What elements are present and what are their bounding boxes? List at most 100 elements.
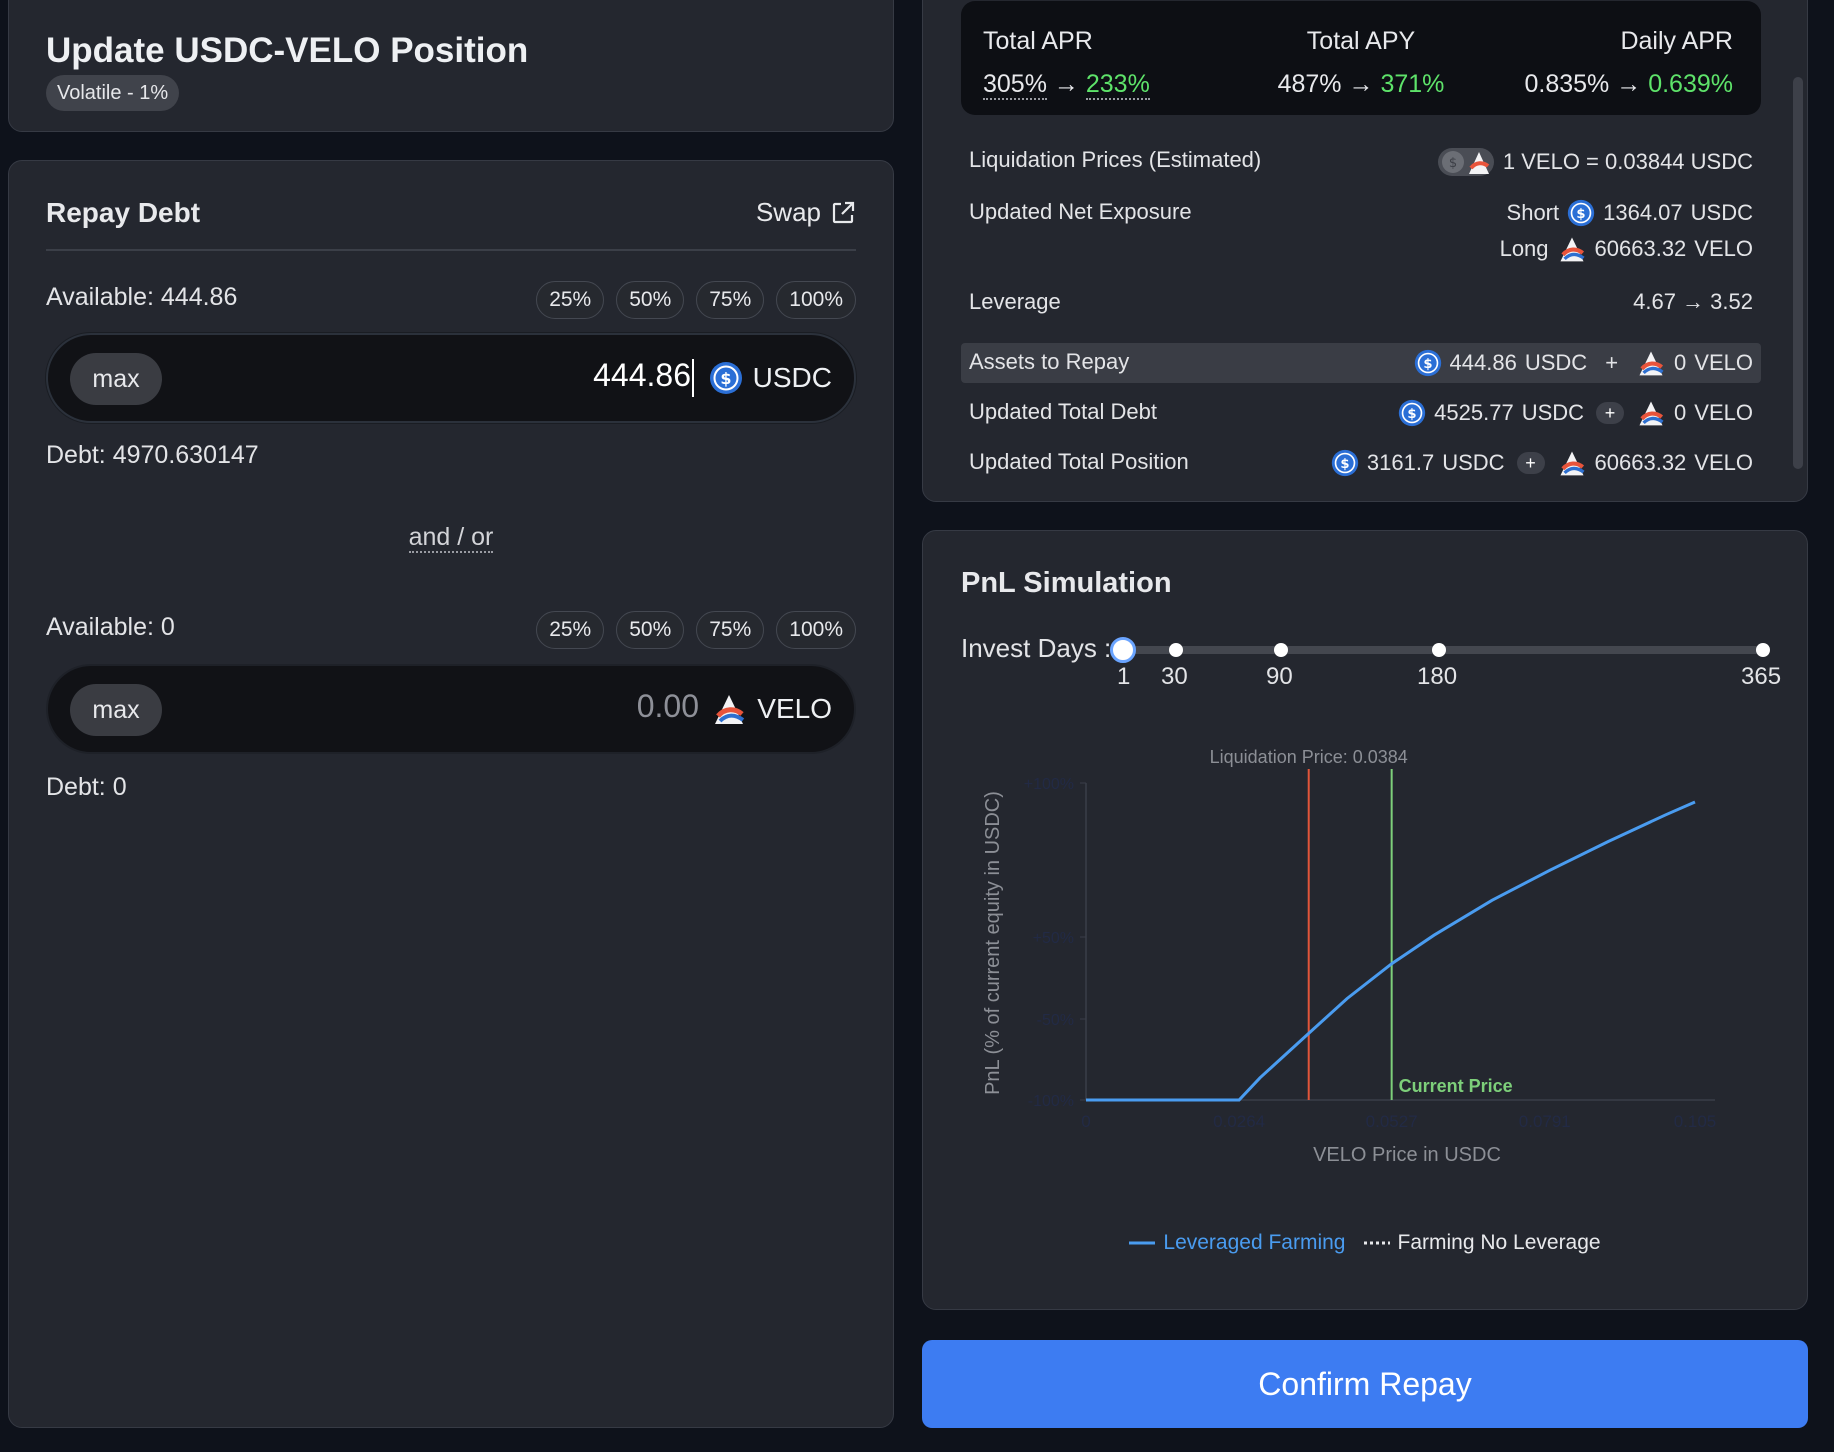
debt-usdc-amount: 4525.77 <box>1434 400 1514 425</box>
svg-text:$: $ <box>1340 457 1349 472</box>
slider-mark-90[interactable] <box>1274 643 1288 657</box>
long-value: 60663.32 <box>1594 236 1687 261</box>
x-axis-label: VELO Price in USDC <box>1313 1144 1501 1166</box>
velo-amount-input[interactable]: 0.00 <box>636 688 699 724</box>
swap-label: Swap <box>755 197 821 227</box>
leverage-value: 4.67 → 3.52 <box>1633 289 1753 314</box>
plus-icon: + <box>1605 350 1619 375</box>
usdc-max-button[interactable]: max <box>70 353 162 405</box>
x-tick-label: 0.0527 <box>1366 1112 1418 1131</box>
total-apr-from: 305% <box>983 70 1047 100</box>
total-apy-label: Total APY <box>1306 27 1416 55</box>
svg-text:$: $ <box>1577 207 1586 222</box>
velo-token-icon <box>1639 401 1664 426</box>
usdc-amount-value: 444.86 <box>593 357 691 393</box>
slider-mark-30[interactable] <box>1169 643 1183 657</box>
pnl-chart: -100% -50% +50% +100% 0 0.0264 0.0527 0.0791 0.1… <box>982 747 1716 1166</box>
total-debt-row: Updated Total Debt $ 4525.77 USDC + 0 VE… <box>961 393 1761 431</box>
position-header-card: Update USDC-VELO Position Volatile - 1% <box>8 0 894 132</box>
x-tick-label: 0 <box>1081 1112 1090 1131</box>
total-apr-label: Total APR <box>983 27 1093 55</box>
velo-token-icon <box>1639 351 1664 376</box>
velo-amount-field[interactable]: max 0.00 VELO <box>46 664 856 754</box>
x-tick-label: 0.0791 <box>1519 1112 1571 1131</box>
velo-100-button[interactable]: 100% <box>776 611 856 649</box>
usdc-amount-field[interactable]: max 444.86 $ USDC <box>46 333 856 423</box>
velo-50-button[interactable]: 50% <box>616 611 685 649</box>
scrollbar[interactable] <box>1793 77 1803 469</box>
legend-no-leverage-label: Farming No Leverage <box>1397 1231 1601 1254</box>
svg-text:$: $ <box>1423 357 1432 372</box>
position-velo-amount: 60663.32 <box>1594 450 1687 475</box>
long-label: Long <box>1499 236 1549 261</box>
pnl-title: PnL Simulation <box>961 567 1172 599</box>
total-position-label: Updated Total Position <box>969 449 1189 474</box>
slider-label-90: 90 <box>1266 663 1293 690</box>
swap-link[interactable]: Swap <box>756 197 855 228</box>
position-velo-token: VELO <box>1694 450 1753 475</box>
legend-no-leverage[interactable]: Farming No Leverage <box>1363 1231 1601 1255</box>
usdc-token-icon: $ <box>709 362 742 394</box>
velo-debt: Debt: 0 <box>46 773 127 801</box>
daily-apr-to: 0.639% <box>1648 70 1733 98</box>
slider-label-180: 180 <box>1417 663 1458 690</box>
external-link-icon <box>832 201 855 223</box>
arrow-icon: → <box>1053 70 1079 98</box>
usdc-50-button[interactable]: 50% <box>616 281 685 319</box>
slider-label-30: 30 <box>1161 663 1188 690</box>
position-usdc-token: USDC <box>1442 450 1505 475</box>
legend-leveraged[interactable]: Leveraged Farming <box>1129 1231 1346 1255</box>
plus-icon: + <box>1596 402 1625 424</box>
arrow-icon: → <box>1348 70 1374 98</box>
arrow-icon: → <box>1616 70 1642 98</box>
usdc-75-button[interactable]: 75% <box>696 281 765 319</box>
x-tick-label: 0.0264 <box>1213 1112 1265 1131</box>
legend-leveraged-label: Leveraged Farming <box>1163 1231 1346 1254</box>
velo-25-button[interactable]: 25% <box>536 611 605 649</box>
liquidation-value: 1 VELO = 0.03844 USDC <box>1502 149 1753 174</box>
and-or-label: and / or <box>408 523 494 553</box>
chart-legend: Leveraged Farming Farming No Leverage <box>923 1231 1807 1255</box>
velo-token: VELO <box>711 692 832 726</box>
usdc-available: Available: 444.86 <box>46 283 238 311</box>
divider <box>46 249 856 251</box>
usdc-token: $ USDC <box>709 361 832 395</box>
liquidation-label: Liquidation Prices (Estimated) <box>969 147 1262 172</box>
usdc-token-icon: $ <box>1567 199 1595 227</box>
usdc-100-button[interactable]: 100% <box>776 281 856 319</box>
short-token: USDC <box>1690 200 1753 225</box>
y-tick-label: -100% <box>1028 1093 1074 1110</box>
usdc-amount-input[interactable]: 444.86 <box>593 357 694 397</box>
velo-token-label: VELO <box>757 693 832 724</box>
assets-to-repay-row: Assets to Repay $ 444.86 USDC + 0 VELO <box>961 343 1761 383</box>
assets-to-repay-label: Assets to Repay <box>969 349 1130 374</box>
leverage-label: Leverage <box>969 289 1061 314</box>
usdc-25-button[interactable]: 25% <box>536 281 605 319</box>
usdc-token-label: USDC <box>752 362 832 393</box>
y-tick-label: +50% <box>1033 930 1074 947</box>
slider-thumb[interactable] <box>1110 637 1136 663</box>
total-apr-to: 233% <box>1085 70 1150 100</box>
long-token: VELO <box>1694 236 1753 261</box>
velo-max-button[interactable]: max <box>70 684 162 736</box>
net-exposure-label: Updated Net Exposure <box>969 199 1192 224</box>
and-or-toggle[interactable]: and / or <box>9 523 893 553</box>
leveraged-farming-line <box>1086 800 1696 1102</box>
current-price-label: Current Price <box>1399 1076 1513 1096</box>
short-label: Short <box>1506 200 1560 225</box>
velo-75-button[interactable]: 75% <box>696 611 765 649</box>
y-tick-label: -50% <box>1037 1012 1074 1029</box>
total-position-row: Updated Total Position $ 3161.7 USDC + 6… <box>961 443 1761 481</box>
daily-apr: Daily APR 0.835% → 0.639% <box>1525 27 1734 99</box>
daily-apr-from: 0.835% <box>1524 70 1610 98</box>
total-apy-to: 371% <box>1380 70 1445 98</box>
apr-summary: Total APR 305% → 233% Total APY 487% → 3… <box>961 1 1761 115</box>
repay-debt-title: Repay Debt <box>46 197 201 228</box>
confirm-repay-button[interactable]: Confirm Repay <box>922 1340 1808 1428</box>
text-caret <box>692 358 694 397</box>
slider-mark-180[interactable] <box>1432 643 1446 657</box>
y-axis-label: PnL (% of current equity in USDC) <box>982 791 1004 1095</box>
slider-mark-365[interactable] <box>1756 643 1770 657</box>
net-exposure-row: Updated Net Exposure Short $ 1364.07 USD… <box>961 193 1761 273</box>
short-value: 1364.07 <box>1603 200 1683 225</box>
